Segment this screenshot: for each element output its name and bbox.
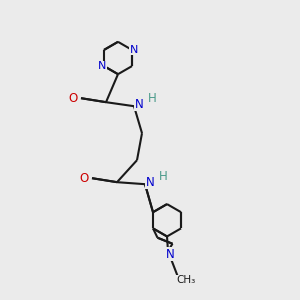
Text: O: O	[68, 92, 78, 105]
Text: H: H	[148, 92, 156, 105]
Text: N: N	[135, 98, 143, 111]
Text: N: N	[98, 61, 106, 71]
Text: N: N	[166, 248, 174, 260]
Text: H: H	[159, 170, 167, 183]
Text: CH₃: CH₃	[176, 275, 196, 285]
Text: O: O	[80, 172, 88, 185]
Text: N: N	[130, 45, 138, 55]
Text: N: N	[146, 176, 154, 189]
